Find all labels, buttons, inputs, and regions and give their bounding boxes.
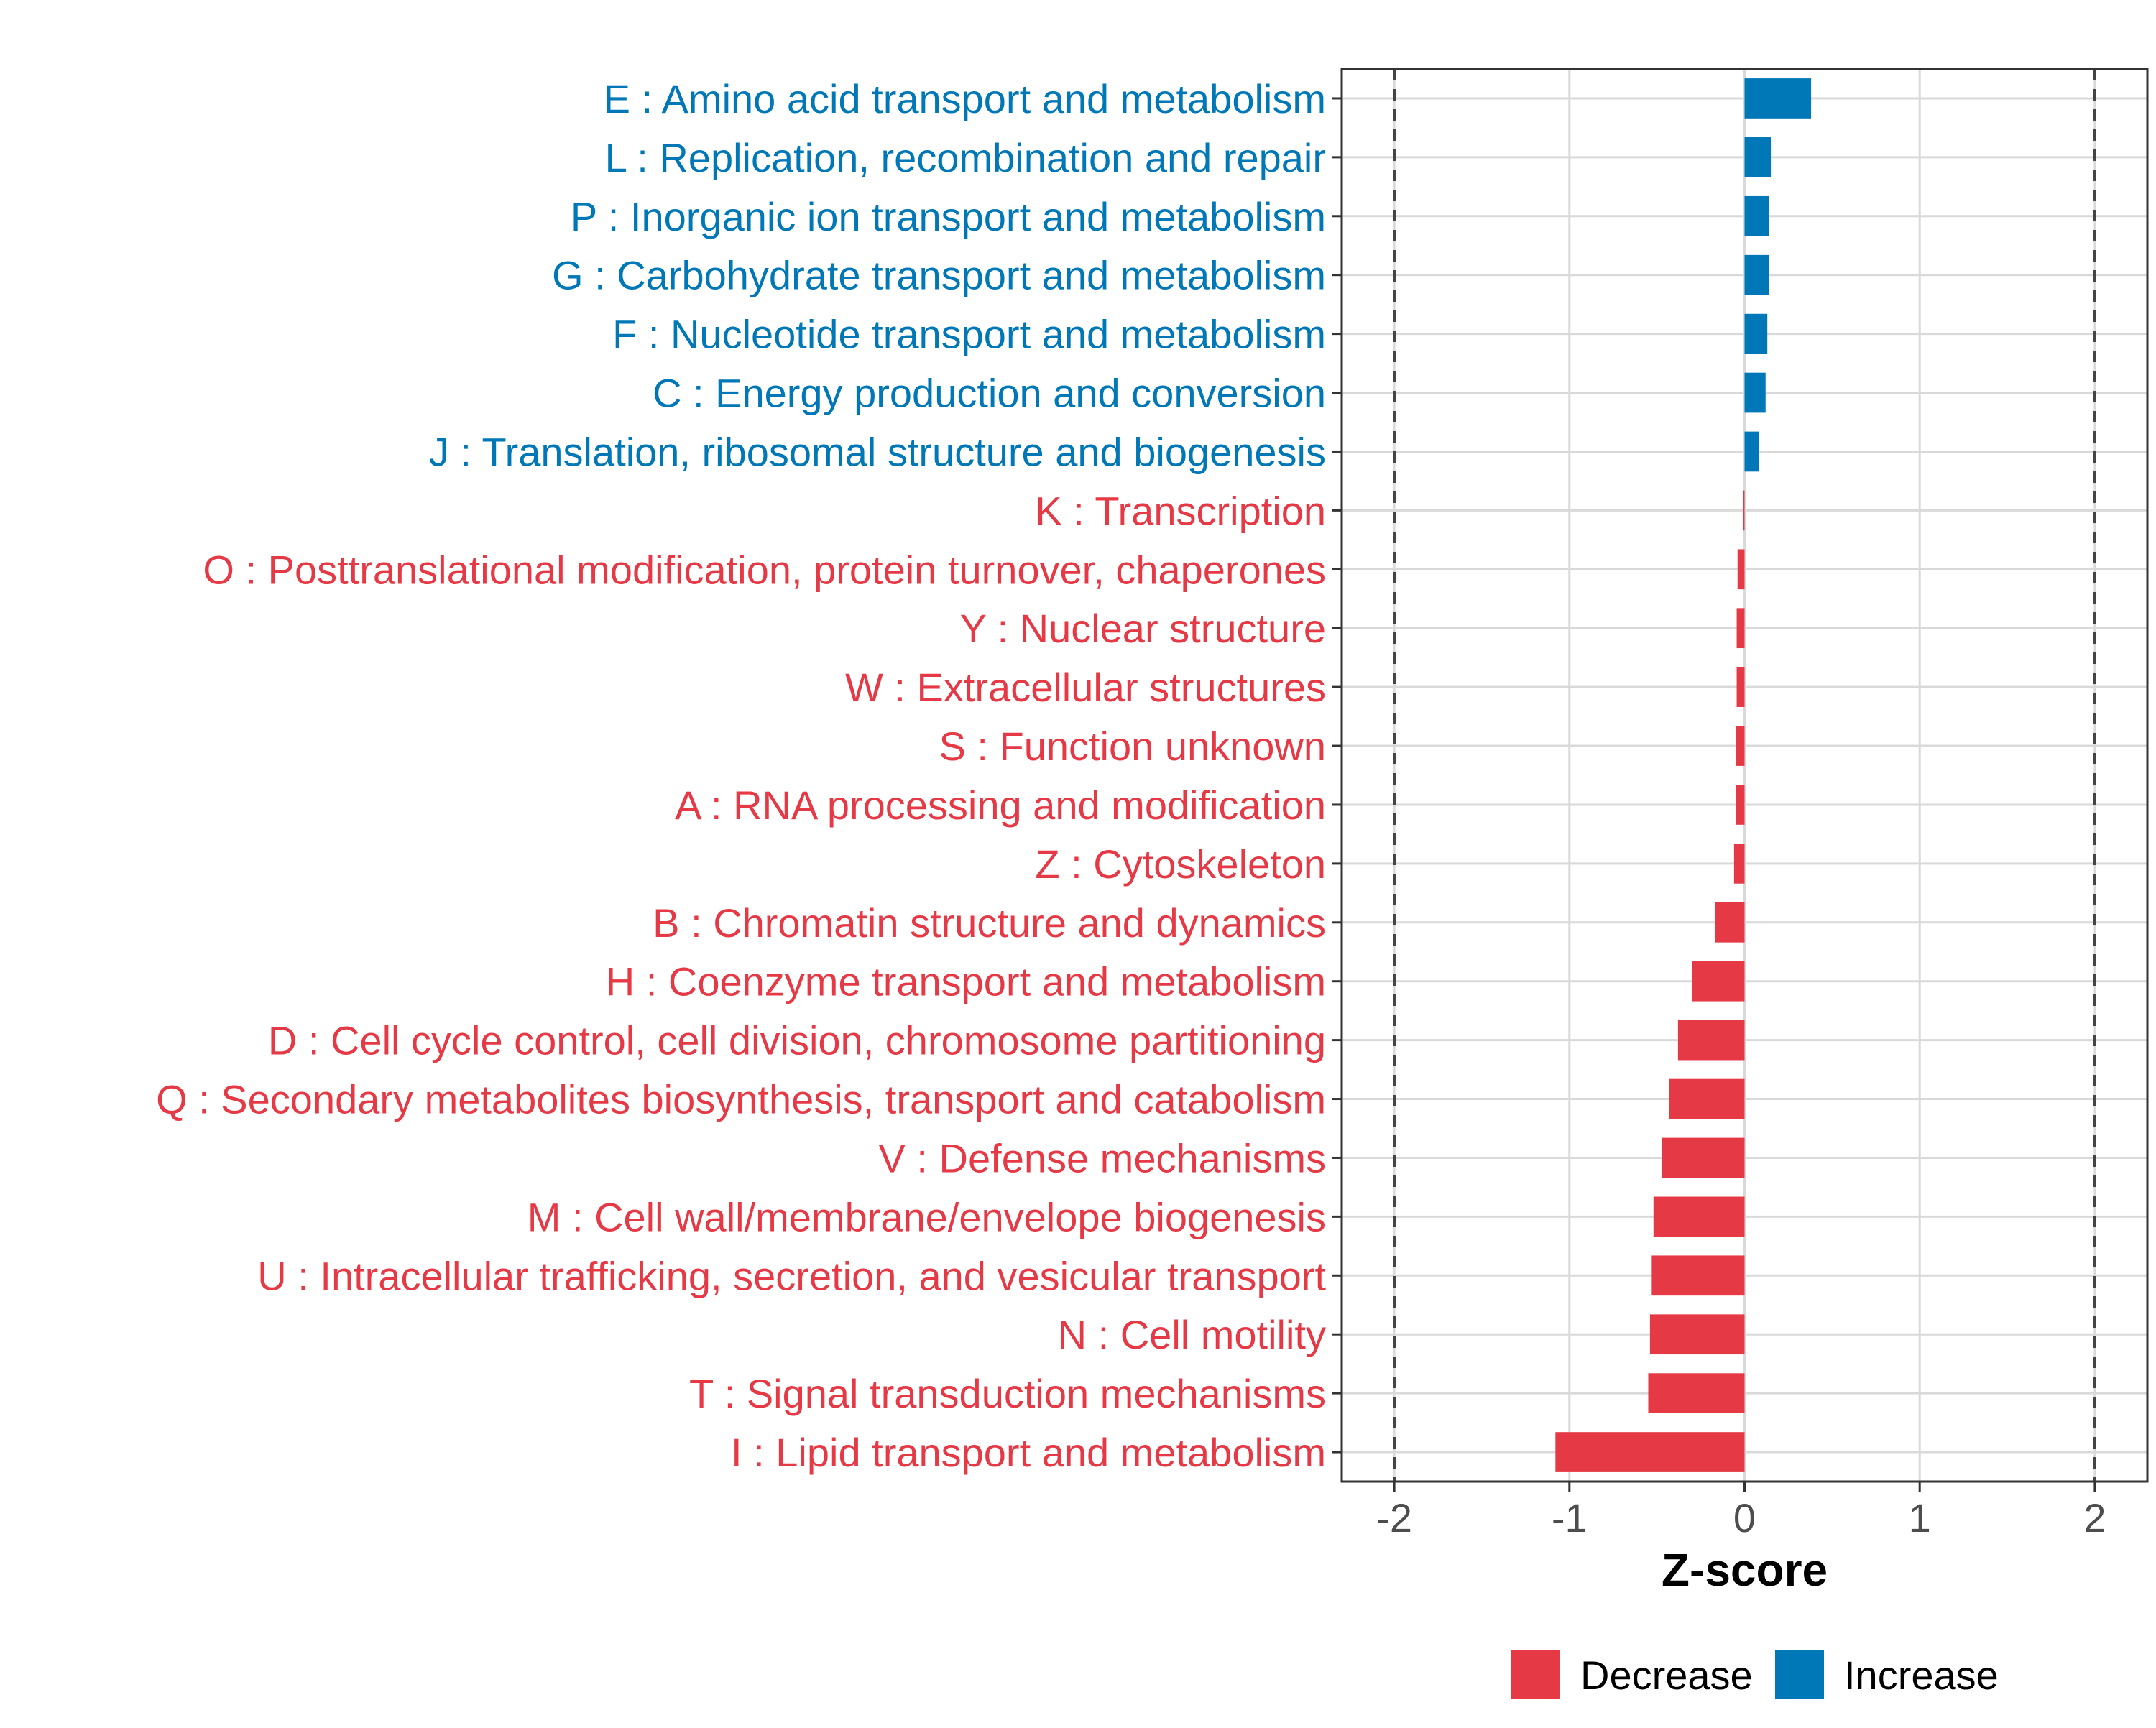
category-label: L : Replication, recombination and repai… xyxy=(605,135,1326,180)
bar xyxy=(1669,1078,1745,1119)
category-label: S : Function unknown xyxy=(939,724,1326,769)
category-label: T : Signal transduction mechanisms xyxy=(689,1371,1326,1416)
legend: Decrease Increase xyxy=(1511,1650,1999,1699)
legend-swatch xyxy=(1775,1650,1824,1699)
x-tick-label: 2 xyxy=(2083,1495,2106,1540)
x-axis-title: Z-score xyxy=(1662,1544,1828,1596)
category-label: M : Cell wall/membrane/envelope biogenes… xyxy=(528,1194,1326,1239)
bars-layer xyxy=(1555,78,1812,1472)
x-tick-label: 1 xyxy=(1909,1495,1931,1540)
bar xyxy=(1733,844,1745,884)
category-label: K : Transcription xyxy=(1035,488,1326,533)
bar xyxy=(1649,1314,1745,1355)
bar xyxy=(1736,608,1745,649)
bar xyxy=(1744,431,1759,472)
bar xyxy=(1662,1137,1745,1178)
threshold-layer xyxy=(1393,69,2096,1482)
bar xyxy=(1651,1255,1745,1296)
legend-label: Decrease xyxy=(1580,1653,1753,1698)
bar xyxy=(1743,490,1745,531)
x-axis-ticks xyxy=(1393,1482,2096,1492)
bar xyxy=(1736,667,1745,707)
bar xyxy=(1744,313,1768,354)
x-tick-label: -1 xyxy=(1552,1495,1588,1540)
category-label: A : RNA processing and modification xyxy=(675,782,1326,828)
category-label: H : Coenzyme transport and metabolism xyxy=(606,959,1326,1004)
y-axis-labels: E : Amino acid transport and metabolism L… xyxy=(156,76,1326,1475)
category-label: O : Posttranslational modification, prot… xyxy=(203,547,1326,592)
bar xyxy=(1737,549,1745,590)
category-label: W : Extracellular structures xyxy=(845,665,1326,710)
y-axis-ticks xyxy=(1332,97,1342,1454)
category-label: Z : Cytoskeleton xyxy=(1035,841,1326,887)
category-label: I : Lipid transport and metabolism xyxy=(731,1430,1326,1475)
category-label: F : Nucleotide transport and metabolism xyxy=(612,312,1326,357)
category-label: V : Defense mechanisms xyxy=(879,1135,1326,1181)
bar xyxy=(1744,78,1812,119)
category-label: B : Chromatin structure and dynamics xyxy=(653,900,1326,946)
x-tick-label: 0 xyxy=(1733,1495,1756,1540)
category-label: E : Amino acid transport and metabolism xyxy=(604,76,1326,121)
category-label: Y : Nuclear structure xyxy=(960,606,1326,651)
bar xyxy=(1744,195,1769,236)
bar xyxy=(1744,137,1772,177)
bar xyxy=(1744,372,1766,413)
bar xyxy=(1648,1373,1745,1413)
category-label: G : Carbohydrate transport and metabolis… xyxy=(552,253,1326,298)
category-label: J : Translation, ribosomal structure and… xyxy=(429,429,1326,474)
category-label: Q : Secondary metabolites biosynthesis, … xyxy=(156,1077,1326,1122)
bar xyxy=(1692,961,1745,1002)
bar xyxy=(1736,785,1745,825)
category-label: P : Inorganic ion transport and metaboli… xyxy=(571,194,1326,239)
bar xyxy=(1677,1020,1745,1061)
bar xyxy=(1653,1196,1745,1237)
category-label: N : Cell motility xyxy=(1058,1312,1326,1357)
bar xyxy=(1555,1432,1745,1472)
category-label: D : Cell cycle control, cell division, c… xyxy=(268,1018,1326,1063)
bar xyxy=(1744,254,1769,295)
legend-label: Increase xyxy=(1844,1653,1999,1698)
category-label: U : Intracellular trafficking, secretion… xyxy=(257,1253,1326,1298)
x-axis-labels: -2 -1 0 1 2 xyxy=(1376,1495,2106,1540)
legend-swatch xyxy=(1511,1650,1560,1699)
bar xyxy=(1715,902,1745,943)
bar xyxy=(1736,726,1745,766)
category-label: C : Energy production and conversion xyxy=(653,371,1326,416)
x-tick-label: -2 xyxy=(1376,1495,1412,1540)
